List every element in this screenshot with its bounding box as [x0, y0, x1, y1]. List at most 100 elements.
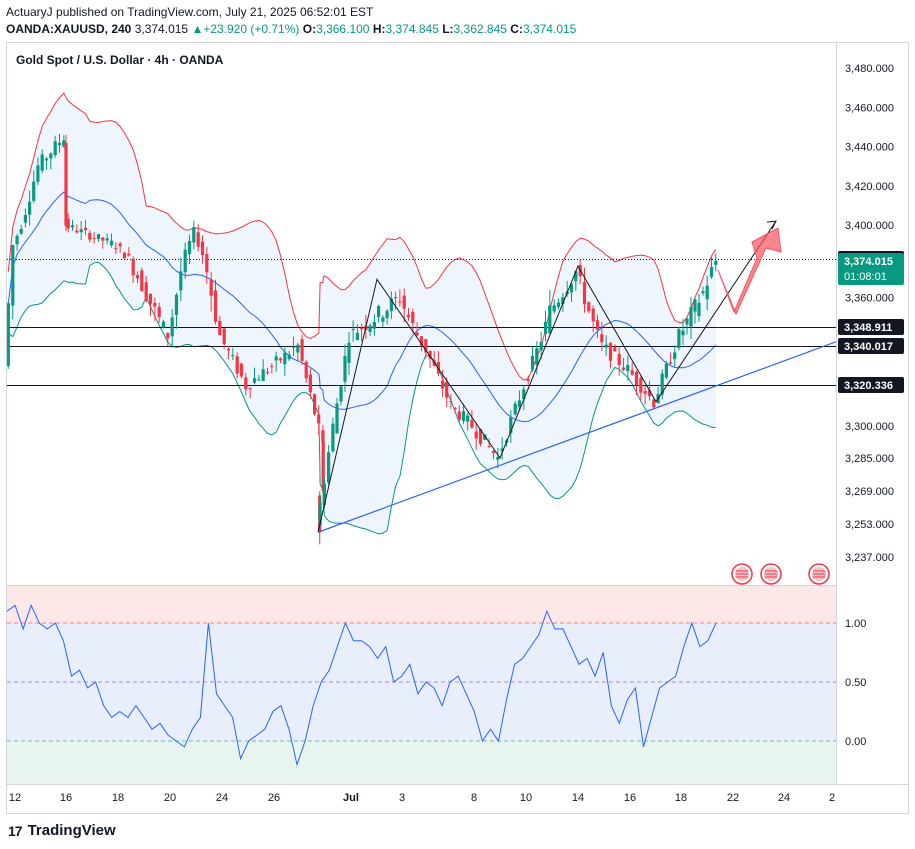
- candle: [630, 362, 634, 376]
- candle-body: [604, 344, 608, 348]
- tradingview-logo: 17 TradingView: [8, 822, 116, 839]
- candle-body: [461, 411, 466, 421]
- candle-body: [372, 322, 376, 329]
- candle-body: [7, 303, 10, 366]
- candle-body: [313, 394, 317, 415]
- candle: [677, 326, 681, 351]
- candle-body: [331, 423, 335, 452]
- candle-body: [639, 378, 643, 393]
- time-tick-label: 14: [572, 792, 584, 804]
- time-tick-label: 26: [268, 792, 280, 804]
- open-value: 3,366.100: [316, 22, 370, 36]
- candle-body: [218, 320, 222, 335]
- candle-body: [548, 305, 552, 334]
- candle-body: [626, 365, 630, 372]
- candle: [470, 409, 474, 429]
- time-tick-label: 16: [60, 792, 72, 804]
- candle-body: [244, 377, 248, 390]
- candle: [278, 357, 283, 363]
- candle: [539, 331, 543, 360]
- candle: [574, 269, 578, 291]
- candle: [283, 345, 287, 376]
- candle-body: [389, 298, 393, 312]
- time-tick-label: 2: [829, 792, 835, 804]
- event-icons: [731, 563, 830, 585]
- candle-body: [697, 302, 701, 317]
- candle-body: [300, 339, 304, 361]
- candle: [595, 314, 600, 339]
- candle: [157, 302, 161, 323]
- price-tags: 3,374.6903,348.9113,340.0173,320.3363,37…: [838, 251, 904, 393]
- current-price-label: 3,374.015: [844, 256, 893, 268]
- candle: [62, 135, 66, 148]
- candle: [15, 233, 19, 251]
- candle: [693, 296, 697, 324]
- candle-body: [509, 417, 513, 433]
- candle: [445, 377, 449, 408]
- low-value: 3,362.845: [453, 22, 507, 36]
- candle-body: [457, 411, 461, 420]
- candle: [317, 405, 321, 436]
- time-tick-label: 24: [778, 792, 790, 804]
- candle-body: [351, 328, 355, 331]
- price-tick-label: 3,253.000: [845, 519, 894, 531]
- candle: [639, 375, 643, 401]
- candle: [131, 256, 135, 283]
- candle: [226, 345, 231, 360]
- candle-body: [131, 258, 135, 276]
- economic-event-icon: [760, 563, 782, 585]
- candle-body: [183, 249, 187, 273]
- candle-body: [634, 371, 639, 386]
- candle-body: [561, 297, 565, 305]
- candle: [496, 448, 500, 469]
- candle: [377, 304, 381, 323]
- candle-body: [28, 201, 32, 215]
- candle-body: [196, 232, 200, 247]
- symbol-name[interactable]: OANDA:XAUUSD, 240: [6, 22, 132, 36]
- candle-body: [92, 237, 96, 239]
- candle-body: [287, 354, 291, 360]
- candle-body: [466, 415, 470, 422]
- candle: [517, 390, 522, 411]
- candle-body: [327, 452, 331, 483]
- candle-body: [424, 339, 428, 353]
- candle: [313, 393, 317, 416]
- candle-body: [411, 311, 415, 324]
- oscillator-axis: 1.00 0.50 0.00: [845, 618, 866, 748]
- candle: [166, 332, 170, 346]
- candle-body: [66, 218, 70, 229]
- candle-body: [677, 329, 681, 348]
- candle-body: [335, 403, 339, 434]
- candle-body: [70, 225, 75, 228]
- candle-body: [660, 373, 664, 395]
- candle-body: [453, 408, 457, 409]
- candle-body: [652, 399, 656, 408]
- candle-body: [105, 238, 109, 241]
- candle: [415, 322, 419, 337]
- candle-body: [394, 297, 398, 299]
- candle-body: [347, 342, 351, 363]
- candle-body: [343, 356, 347, 382]
- candle-body: [377, 306, 381, 318]
- candle: [57, 134, 62, 153]
- candle: [424, 338, 428, 359]
- candle: [75, 224, 79, 234]
- candle-body: [368, 325, 372, 332]
- candle-body: [705, 285, 709, 300]
- candle-body: [582, 282, 587, 305]
- candle: [96, 234, 101, 242]
- price-tick-label: 3,400.000: [845, 220, 894, 232]
- candle-body: [36, 165, 40, 182]
- candle: [83, 220, 88, 236]
- candle: [626, 355, 630, 381]
- candle: [187, 234, 192, 264]
- candle-body: [415, 332, 419, 336]
- candle: [105, 233, 109, 245]
- candle-body: [291, 346, 296, 348]
- candle: [509, 410, 513, 443]
- candle-body: [248, 388, 252, 390]
- candle: [548, 289, 552, 335]
- candle: [222, 328, 226, 349]
- candle: [213, 279, 218, 325]
